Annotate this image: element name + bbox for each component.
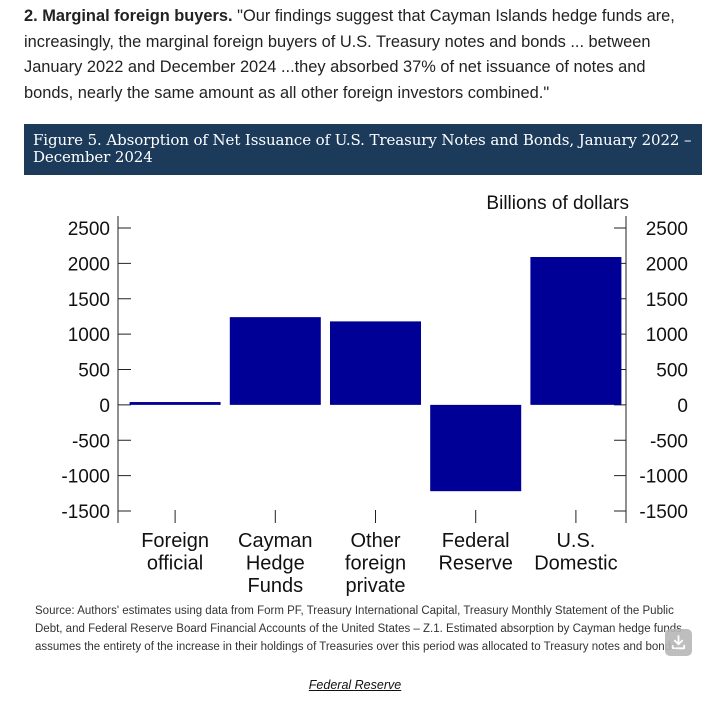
y-tick-label-left: 1000 [68, 325, 110, 346]
intro-lead: 2. Marginal foreign buyers. [24, 7, 233, 25]
y-tick-label-right: -1500 [639, 502, 688, 523]
category-label: Federal [442, 530, 510, 552]
y-tick-label-right: 0 [677, 396, 688, 417]
figure-title: Figure 5. Absorption of Net Issuance of … [24, 124, 702, 175]
download-button[interactable] [665, 629, 692, 656]
category-label: Hedge [246, 553, 305, 575]
intro-paragraph: 2. Marginal foreign buyers. "Our finding… [24, 4, 694, 106]
bar [229, 317, 321, 405]
category-label: Other [350, 530, 400, 552]
unit-label: Billions of dollars [486, 193, 629, 214]
y-tick-label-right: 1000 [646, 325, 688, 346]
category-label: official [147, 553, 203, 575]
y-tick-label-right: 1500 [646, 290, 688, 311]
bar [530, 257, 622, 405]
category-label: Funds [248, 575, 304, 597]
bar [330, 321, 421, 405]
y-tick-label-left: 2500 [68, 219, 110, 240]
category-label: foreign [345, 553, 406, 575]
source-note: Source: Authors' estimates using data fr… [35, 605, 682, 654]
y-tick-label-left: 1500 [68, 290, 110, 311]
y-tick-label-right: -500 [650, 431, 688, 452]
federal-reserve-link[interactable]: Federal Reserve [308, 678, 402, 692]
category-label: private [345, 575, 405, 597]
category-label: Reserve [438, 553, 512, 575]
y-tick-label-left: 0 [99, 396, 110, 417]
bar-chart: Billions of dollars 2500 2500 2000 2000 1500 1… [61, 193, 688, 597]
y-tick-label-right: 500 [656, 361, 688, 382]
category-label: Domestic [534, 553, 617, 575]
y-tick-label-left: 2000 [68, 254, 110, 275]
y-tick-label-right: 2000 [646, 254, 688, 275]
category-label: Foreign [141, 530, 209, 552]
y-tick-label-left: -500 [72, 431, 110, 452]
y-tick-label-left: 500 [78, 361, 110, 382]
y-tick-label-left: -1000 [61, 467, 110, 488]
y-tick-label-right: -1000 [639, 467, 688, 488]
download-icon [671, 635, 686, 650]
category-label: Cayman [238, 530, 312, 552]
bar [430, 404, 522, 492]
bar [129, 402, 221, 405]
intro-quote: "Our findings suggest that Cayman Island… [24, 7, 675, 102]
category-label: U.S. [556, 530, 595, 552]
y-tick-label-right: 2500 [646, 219, 688, 240]
y-tick-label-left: -1500 [61, 502, 110, 523]
